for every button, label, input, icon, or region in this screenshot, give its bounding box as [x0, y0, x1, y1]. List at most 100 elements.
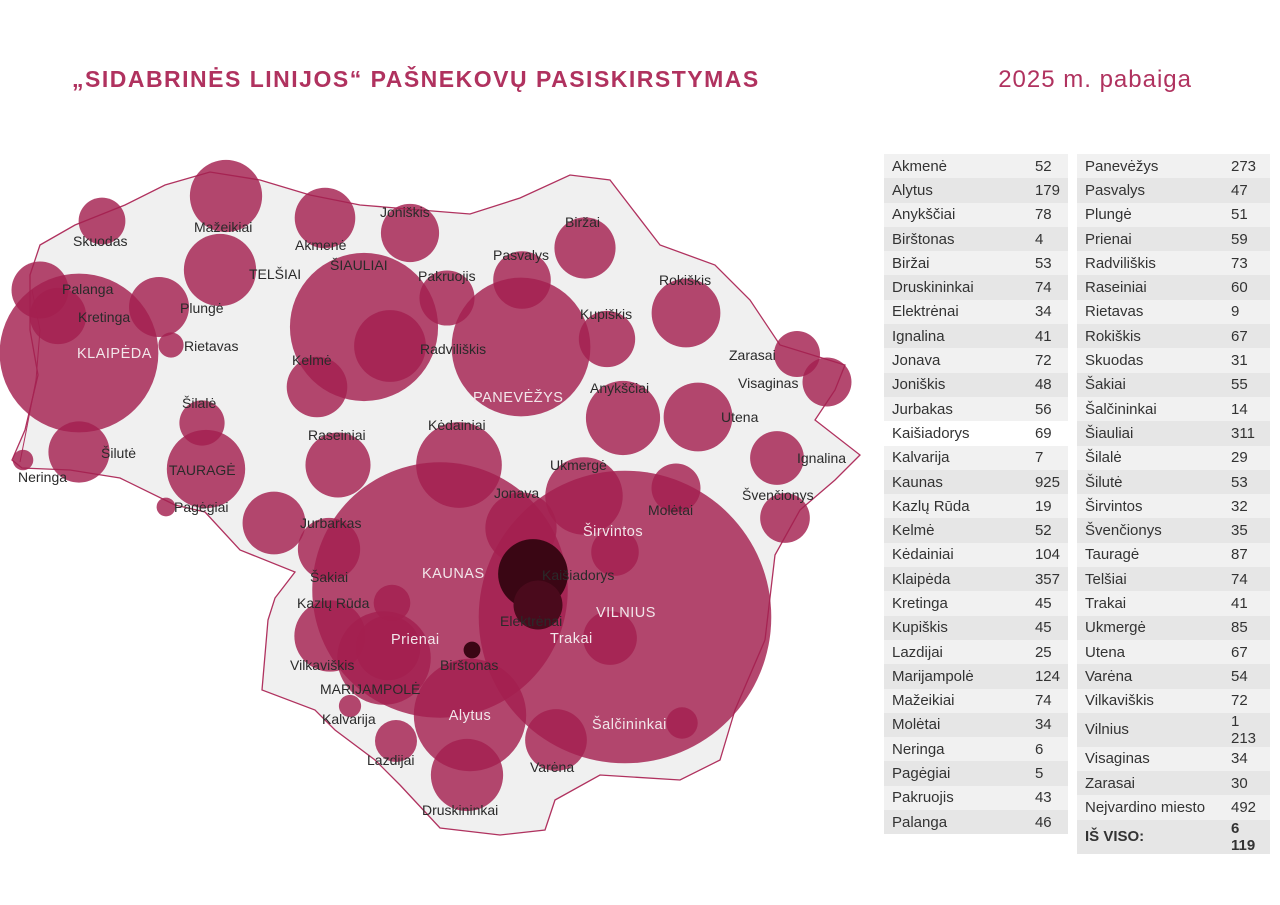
map-label-kupis-kis: Kupiškis: [580, 306, 632, 322]
table-row: Rietavas 9: [1077, 299, 1270, 325]
table-row: Panevėžys 273: [1077, 154, 1270, 179]
bubble-rietavas: [158, 332, 184, 358]
city-count: 67: [1223, 324, 1270, 349]
bubble-taurage: [166, 429, 246, 509]
map-label-vilnius: VILNIUS: [596, 605, 656, 621]
table-row: IŠ VISO: 6 119: [1077, 819, 1270, 854]
table-row: Zarasai 30: [1077, 771, 1270, 796]
city-name: Prienai: [1077, 226, 1223, 252]
city-name: Kupiškis: [884, 615, 1027, 640]
table-row: Skuodas 31: [1077, 348, 1270, 373]
map-label-plunge: Plungė: [180, 300, 224, 316]
label-layer: Akmenė Alytus Anykščiai Birštonas Biržai Drus…: [18, 204, 846, 818]
bubble-birz-ai: [554, 217, 616, 279]
city-count: 179: [1026, 178, 1068, 203]
bubble-visaginas: [802, 357, 852, 407]
city-name: Utena: [1077, 639, 1223, 665]
table-row: Tauragė 87: [1077, 542, 1270, 568]
table-row: Kretinga 45: [884, 591, 1068, 616]
city-name: Šilutė: [1077, 469, 1223, 495]
table-row: Kupiškis 45: [884, 615, 1068, 640]
bubble-prienai: [355, 615, 421, 681]
city-count: 34: [1223, 746, 1270, 772]
city-count: 78: [1026, 202, 1068, 227]
city-count: 87: [1223, 542, 1270, 568]
table-row: Ignalina 41: [884, 324, 1068, 349]
city-count: 56: [1026, 396, 1068, 422]
city-count: 46: [1026, 810, 1068, 835]
city-count: 52: [1026, 518, 1068, 543]
city-name: Alytus: [884, 178, 1027, 203]
bubble-vare-na: [525, 709, 587, 771]
city-name: Šalčininkai: [1077, 396, 1223, 422]
table-row: Prienai 59: [1077, 226, 1270, 252]
bubble-page-giai: [156, 497, 176, 517]
city-count: 74: [1026, 275, 1068, 300]
table-row: Rokiškis 67: [1077, 324, 1270, 349]
city-count: 47: [1223, 178, 1270, 203]
table-row: Pasvalys 47: [1077, 178, 1270, 203]
bubble-tels-iai: [183, 233, 257, 307]
city-count: 311: [1223, 421, 1270, 446]
city-count: 34: [1026, 712, 1068, 738]
bubble-neringa: [12, 449, 34, 471]
bubble-pasvalys: [493, 251, 551, 309]
city-count: 19: [1026, 494, 1068, 519]
city-name: Lazdijai: [884, 639, 1027, 665]
map-label-neringa: Neringa: [18, 469, 67, 485]
city-name: Biržai: [884, 251, 1027, 276]
city-name: Kaunas: [884, 469, 1027, 495]
table-row: Šilalė 29: [1077, 445, 1270, 470]
city-count: 45: [1026, 591, 1068, 616]
city-count: 5: [1026, 761, 1068, 786]
bubble-utena: [663, 382, 733, 452]
city-count: 29: [1223, 445, 1270, 470]
bubble-kazlu-ru-da: [373, 584, 411, 622]
city-count: 53: [1223, 469, 1270, 495]
table-row: Kaunas 925: [884, 469, 1068, 495]
bubble-trakai: [583, 611, 637, 665]
bubble-ignalina: [750, 431, 804, 485]
table-row: Anykščiai 78: [884, 202, 1068, 227]
city-name: Anykščiai: [884, 202, 1027, 227]
city-name: Nejvardino miesto: [1077, 795, 1223, 820]
table-row: Birštonas 4: [884, 226, 1068, 252]
map-label-maz-eikiai: Mažeikiai: [194, 219, 252, 235]
city-name: Pagėgiai: [884, 761, 1027, 786]
table-row: Trakai 41: [1077, 591, 1270, 616]
city-count: 59: [1223, 226, 1270, 252]
city-name: Pasvalys: [1077, 178, 1223, 203]
city-count: 104: [1026, 542, 1068, 568]
city-name: Palanga: [884, 810, 1027, 835]
bubble-plunge: [129, 277, 189, 337]
city-name: Mažeikiai: [884, 688, 1027, 713]
city-count: 74: [1026, 688, 1068, 713]
table-row: Šiauliai 311: [1077, 421, 1270, 446]
city-count: 45: [1026, 615, 1068, 640]
table-row: Varėna 54: [1077, 664, 1270, 689]
city-count: 492: [1223, 795, 1270, 820]
map-label-marijampole: MARIJAMPOLĖ: [320, 680, 420, 697]
city-count: 48: [1026, 372, 1068, 397]
city-name: Rietavas: [1077, 299, 1223, 325]
city-name: Vilnius: [1077, 712, 1223, 747]
city-name: Radviliškis: [1077, 251, 1223, 276]
bubble-lazdijai: [375, 720, 417, 762]
table-row: Šilutė 53: [1077, 469, 1270, 495]
city-count: 4: [1026, 226, 1068, 252]
city-name: Skuodas: [1077, 348, 1223, 373]
city-name: Ukmergė: [1077, 615, 1223, 640]
map-label-druskininkai: Druskininkai: [422, 802, 498, 818]
map-label-birz-ai: Biržai: [565, 214, 600, 230]
map-label-rokis-kis: Rokiškis: [659, 272, 711, 288]
map-label-trakai: Trakai: [550, 631, 593, 647]
table-row: Kelmė 52: [884, 518, 1068, 543]
map-label-klaipe-da: KLAIPĖDA: [77, 344, 152, 362]
map-label-elektre-nai: Elektrėnai: [500, 613, 562, 629]
city-name: Kelmė: [884, 518, 1027, 543]
bubble-kretinga: [29, 287, 87, 345]
city-count: 7: [1026, 445, 1068, 470]
city-count: 6: [1026, 737, 1068, 762]
map-label-vilkavis-kis: Vilkaviškis: [290, 657, 354, 673]
city-name: Druskininkai: [884, 275, 1027, 300]
